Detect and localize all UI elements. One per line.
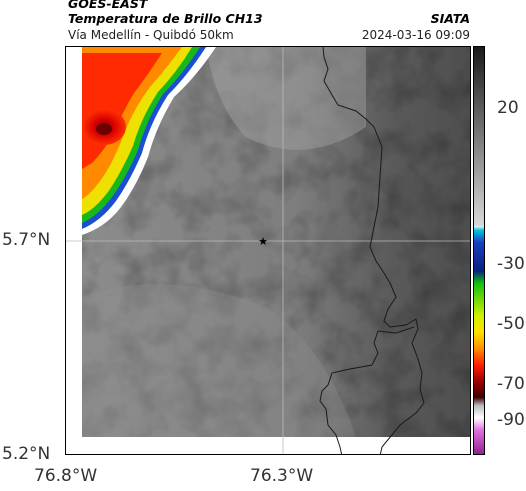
colorbar-tick-label: -70 <box>497 374 525 394</box>
datetime-label: 2024-03-16 09:09 <box>361 28 470 42</box>
cloud-core-dark <box>96 123 112 135</box>
boundary-line <box>322 47 425 454</box>
light-patch <box>206 47 366 150</box>
title-product: Temperatura de Brillo CH13 <box>68 11 263 26</box>
organization-label: SIATA <box>430 11 470 26</box>
mid-patch <box>82 284 356 437</box>
colorbar-tick-label: -30 <box>497 254 525 274</box>
y-tick-label: 5.7°N <box>2 230 51 250</box>
title-satellite: GOES-EAST <box>68 0 148 11</box>
coastline <box>319 330 379 454</box>
colorbar <box>473 46 485 455</box>
boundary-line-east <box>377 326 415 334</box>
y-tick-label: 5.2°N <box>2 444 51 464</box>
map-panel[interactable]: ★ <box>65 46 471 455</box>
colorbar-tick-label: 20 <box>497 98 519 118</box>
x-tick-label: 76.8°W <box>34 466 98 486</box>
star-icon: ★ <box>258 235 268 248</box>
colorbar-tick-label: -90 <box>497 410 525 430</box>
x-tick-label: 76.3°W <box>250 466 314 486</box>
region-label: Vía Medellín - Quibdó 50km <box>68 28 234 42</box>
colorbar-tick-label: -50 <box>497 314 525 334</box>
nodata-bottom <box>66 437 470 454</box>
nodata-left <box>66 47 82 454</box>
satellite-image: ★ <box>66 47 470 454</box>
